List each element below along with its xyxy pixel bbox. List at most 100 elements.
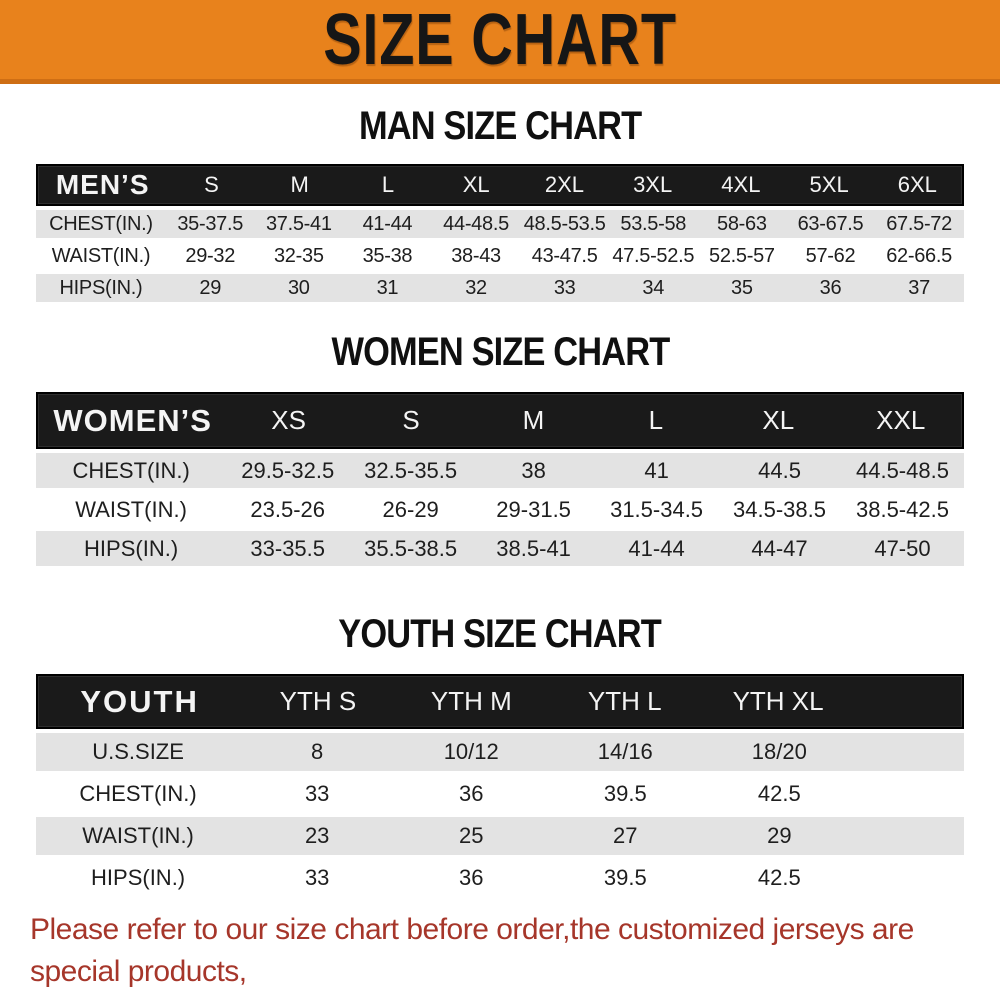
value-cell: 35.5-38.5	[364, 535, 458, 561]
value-cell: 34.5-38.5	[733, 496, 826, 522]
youth-table-row: HIPS(IN.) 33 36 39.5 42.5	[36, 855, 964, 897]
men-column-header: M	[290, 172, 309, 197]
men-column-header: 3XL	[633, 172, 673, 197]
row-label: WAIST(IN.)	[51, 244, 151, 267]
women-section-heading: WOMEN SIZE CHART	[0, 330, 1000, 374]
value-cell: 32.5-35.5	[364, 457, 458, 483]
value-cell: 33-35.5	[250, 535, 326, 561]
men-section-heading: MAN SIZE CHART	[0, 104, 1000, 148]
women-table-row: CHEST(IN.) 29.5-32.5 32.5-35.5 38 41 44.5 44.5…	[36, 449, 964, 488]
value-cell: 35-37.5	[177, 212, 244, 235]
youth-section-heading: YOUTH SIZE CHART	[0, 612, 1000, 656]
value-cell: 67.5-72	[886, 212, 952, 235]
men-column-header: XL	[462, 172, 490, 197]
value-cell: 44-48.5	[443, 212, 509, 235]
youth-size-table: YOUTH YTH S YTH M YTH L YTH XL U.S.SIZE 8 10/12…	[36, 674, 964, 897]
value-cell: 39.5	[603, 865, 647, 890]
size-chart-sections: MAN SIZE CHART MEN’S S M L XL 2XL 3XL 4XL 5XL 6XL C…	[0, 104, 1000, 897]
value-cell: 29-32	[185, 244, 236, 267]
value-cell: 38.5-42.5	[855, 496, 949, 522]
value-cell: 31	[376, 276, 399, 299]
men-table-row: CHEST(IN.) 35-37.5 37.5-41 41-44 44-48.5 48.5…	[36, 206, 964, 238]
value-cell: 37.5-41	[265, 212, 332, 235]
youth-table-row: U.S.SIZE 8 10/12 14/16 18/20	[36, 729, 964, 771]
women-column-header: XS	[271, 405, 306, 435]
women-table-row: WAIST(IN.) 23.5-26 26-29 29-31.5 31.5-34.5 34…	[36, 488, 964, 527]
value-cell: 58-63	[717, 212, 767, 235]
value-cell: 29	[767, 823, 792, 848]
youth-table-title-cell: YOUTH	[80, 683, 199, 719]
youth-table-header-row: YOUTH YTH S YTH M YTH L YTH XL	[36, 674, 964, 729]
value-cell: 8	[311, 739, 324, 764]
value-cell: 35-38	[362, 244, 413, 267]
value-cell: 18/20	[751, 739, 807, 764]
men-table-header-row: MEN’S S M L XL 2XL 3XL 4XL 5XL 6XL	[36, 164, 964, 206]
footer-note: Please refer to our size chart before or…	[30, 909, 972, 1000]
value-cell: 42.5	[757, 781, 801, 806]
men-section-heading-text: MAN SIZE CHART	[358, 104, 642, 148]
women-column-header: XL	[762, 405, 795, 435]
value-cell: 32	[465, 276, 487, 299]
value-cell: 27	[613, 823, 638, 848]
men-table-title-cell: MEN’S	[55, 169, 150, 200]
men-size-section: MAN SIZE CHART MEN’S S M L XL 2XL 3XL 4XL 5XL 6XL C…	[0, 104, 1000, 302]
men-column-header: 6XL	[897, 172, 937, 197]
value-cell: 10/12	[443, 739, 499, 764]
banner-title: SIZE CHART	[323, 0, 677, 80]
value-cell: 43-47.5	[531, 244, 598, 267]
women-section-heading-text: WOMEN SIZE CHART	[331, 330, 670, 374]
value-cell: 39.5	[603, 781, 647, 806]
women-column-header: M	[522, 405, 545, 435]
youth-table-row: CHEST(IN.) 33 36 39.5 42.5	[36, 771, 964, 813]
women-table-row: HIPS(IN.) 33-35.5 35.5-38.5 38.5-41 41-44 44-…	[36, 527, 964, 566]
value-cell: 23.5-26	[250, 496, 326, 522]
value-cell: 52.5-57	[709, 244, 775, 267]
men-column-header: 4XL	[721, 172, 761, 197]
value-cell: 33	[304, 865, 330, 890]
value-cell: 44-47	[751, 535, 808, 561]
row-label: WAIST(IN.)	[75, 496, 187, 522]
men-column-header: 2XL	[544, 172, 584, 197]
men-column-header: L	[381, 172, 395, 197]
value-cell: 14/16	[597, 739, 653, 764]
value-cell: 57-62	[805, 244, 856, 267]
value-cell: 29.5-32.5	[241, 457, 335, 483]
value-cell: 36	[458, 865, 484, 890]
youth-table-row: WAIST(IN.) 23 25 27 29	[36, 813, 964, 855]
youth-column-header: YTH S	[279, 686, 357, 716]
row-label: CHEST(IN.)	[49, 212, 153, 235]
row-label: CHEST(IN.)	[72, 457, 190, 483]
value-cell: 41-44	[362, 212, 413, 235]
footer-note-line1: Please refer to our size chart before or…	[30, 913, 914, 988]
youth-column-header: YTH L	[587, 686, 662, 716]
value-cell: 38	[521, 457, 546, 483]
row-label: HIPS(IN.)	[59, 276, 143, 299]
value-cell: 35	[731, 276, 753, 299]
women-table-title-cell: WOMEN’S	[53, 402, 212, 438]
women-column-header: XXL	[876, 405, 926, 435]
value-cell: 41-44	[628, 535, 685, 561]
row-label: WAIST(IN.)	[82, 823, 194, 848]
value-cell: 44.5-48.5	[855, 457, 949, 483]
youth-column-header: YTH M	[430, 686, 512, 716]
value-cell: 33	[553, 276, 576, 299]
value-cell: 23	[304, 823, 330, 848]
men-size-table: MEN’S S M L XL 2XL 3XL 4XL 5XL 6XL CHEST(IN.) 35-37…	[36, 164, 964, 302]
row-label: U.S.SIZE	[92, 739, 184, 764]
youth-size-section: YOUTH SIZE CHART YOUTH YTH S YTH M YTH L YTH …	[0, 612, 1000, 897]
value-cell: 53.5-58	[620, 212, 687, 235]
value-cell: 38.5-41	[496, 535, 571, 561]
value-cell: 25	[458, 823, 484, 848]
men-column-header: S	[204, 172, 219, 197]
row-label: CHEST(IN.)	[79, 781, 197, 806]
youth-column-header: YTH XL	[732, 686, 824, 716]
value-cell: 34	[642, 276, 665, 299]
value-cell: 38-43	[451, 244, 501, 267]
women-column-header: L	[648, 405, 664, 435]
value-cell: 42.5	[757, 865, 801, 890]
women-column-header: S	[402, 405, 420, 435]
men-table-row: HIPS(IN.) 29 30 31 32 33 34 35 36 37	[36, 270, 964, 302]
women-table-header-row: WOMEN’S XS S M L XL XXL	[36, 392, 964, 449]
value-cell: 36	[819, 276, 842, 299]
value-cell: 36	[458, 781, 484, 806]
